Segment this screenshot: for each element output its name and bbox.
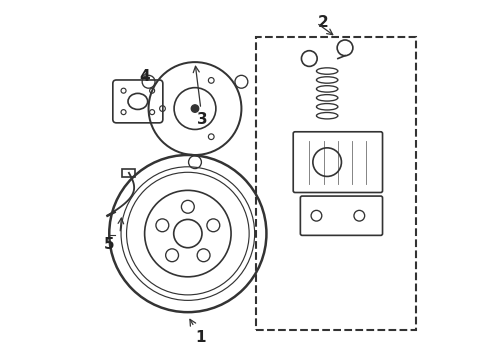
Text: 4: 4 — [140, 69, 150, 84]
Text: 5: 5 — [104, 237, 115, 252]
Text: 1: 1 — [190, 319, 206, 345]
Text: 2: 2 — [318, 15, 329, 30]
Circle shape — [191, 105, 199, 112]
Bar — [256, 37, 416, 330]
Bar — [122, 168, 135, 177]
Text: 3: 3 — [193, 66, 207, 127]
